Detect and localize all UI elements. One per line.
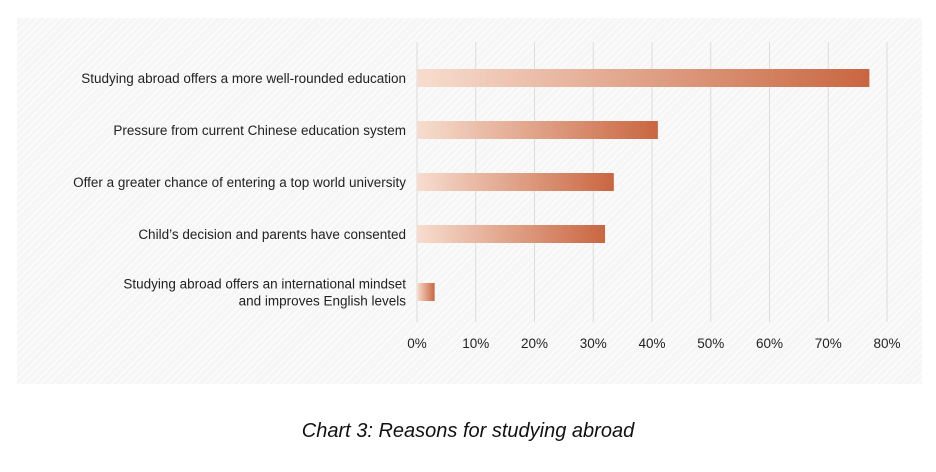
- x-tick-label: 20%: [521, 336, 548, 351]
- x-tick-label: 50%: [697, 336, 724, 351]
- category-label: Offer a greater chance of entering a top…: [73, 175, 406, 190]
- x-tick-label: 0%: [407, 336, 427, 351]
- bar: [417, 173, 614, 191]
- x-tick-label: 70%: [815, 336, 842, 351]
- category-label: Child’s decision and parents have consen…: [138, 227, 406, 242]
- category-label: Pressure from current Chinese education …: [113, 123, 406, 138]
- x-axis-ticks: 0% 10% 20% 30% 40% 50% 60% 70% 80%: [407, 336, 900, 351]
- bar: [417, 69, 870, 87]
- x-tick-label: 60%: [756, 336, 783, 351]
- bar-chart: Studying abroad offers a more well-round…: [73, 42, 901, 351]
- x-tick-label: 40%: [638, 336, 665, 351]
- category-label: and improves English levels: [239, 294, 407, 309]
- bars: [417, 69, 870, 301]
- bar: [417, 225, 605, 243]
- category-label: Studying abroad offers a more well-round…: [81, 71, 406, 86]
- category-labels: Studying abroad offers a more well-round…: [73, 71, 406, 309]
- x-tick-label: 30%: [580, 336, 607, 351]
- x-tick-label: 10%: [462, 336, 489, 351]
- category-label: Studying abroad offers an international …: [123, 277, 406, 292]
- bar: [417, 121, 658, 139]
- x-tick-label: 80%: [873, 336, 900, 351]
- chart-caption: Chart 3: Reasons for studying abroad: [301, 420, 635, 442]
- bar: [417, 283, 435, 301]
